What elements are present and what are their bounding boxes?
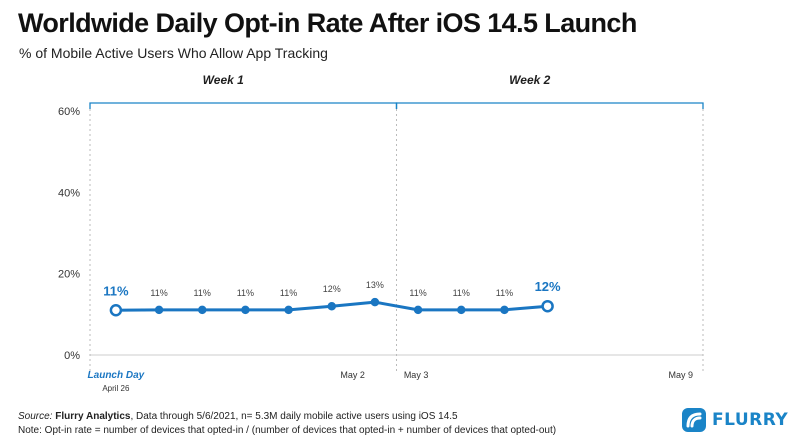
- data-label: 13%: [366, 280, 384, 290]
- chart-subtitle: % of Mobile Active Users Who Allow App T…: [19, 45, 328, 61]
- source-footnote: Source: Flurry Analytics, Data through 5…: [18, 411, 458, 422]
- week-bracket: [89, 102, 398, 109]
- flurry-logo: FLURRY: [681, 407, 788, 433]
- data-point: [457, 305, 466, 315]
- data-label: 11%: [103, 283, 129, 298]
- data-point: [541, 299, 554, 313]
- chart-title: Worldwide Daily Opt-in Rate After iOS 14…: [18, 8, 637, 38]
- x-tick-label: May 3: [404, 370, 429, 380]
- x-tick-sublabel: April 26: [102, 384, 130, 393]
- data-label: 11%: [453, 288, 470, 298]
- x-tick-label: Launch Day: [88, 370, 145, 381]
- note-footnote: Note: Opt-in rate = number of devices th…: [18, 425, 557, 436]
- data-label: 11%: [237, 288, 254, 298]
- data-label: 11%: [409, 288, 426, 298]
- data-point: [197, 305, 207, 315]
- y-tick-label: 60%: [58, 106, 80, 118]
- data-label: 11%: [194, 288, 211, 298]
- x-tick-label: May 2: [340, 370, 365, 380]
- data-point: [500, 305, 509, 315]
- data-label: 12%: [323, 284, 341, 294]
- source-text: , Data through 5/6/2021, n= 5.3M daily m…: [130, 411, 458, 422]
- data-label: 11%: [496, 288, 513, 298]
- data-point: [284, 305, 293, 315]
- data-point: [109, 304, 123, 317]
- flurry-logo-text: FLURRY: [712, 410, 789, 430]
- y-tick-label: 20%: [58, 269, 80, 281]
- y-tick-label: 0%: [64, 350, 80, 362]
- data-point: [413, 305, 423, 315]
- data-point: [327, 301, 336, 311]
- week-label: Week 1: [203, 73, 244, 87]
- week-bracket: [395, 102, 704, 109]
- y-tick-label: 40%: [58, 187, 80, 199]
- data-label: 12%: [535, 279, 561, 294]
- data-point: [370, 297, 380, 307]
- data-label: 11%: [150, 288, 167, 298]
- source-name: Flurry Analytics: [55, 411, 131, 422]
- data-point: [154, 305, 164, 315]
- flurry-logo-icon: [682, 408, 706, 432]
- week-label: Week 2: [509, 73, 550, 87]
- x-tick-label: May 9: [668, 370, 693, 380]
- data-point: [241, 305, 250, 315]
- source-label: Source:: [18, 411, 53, 422]
- data-label: 11%: [280, 288, 297, 298]
